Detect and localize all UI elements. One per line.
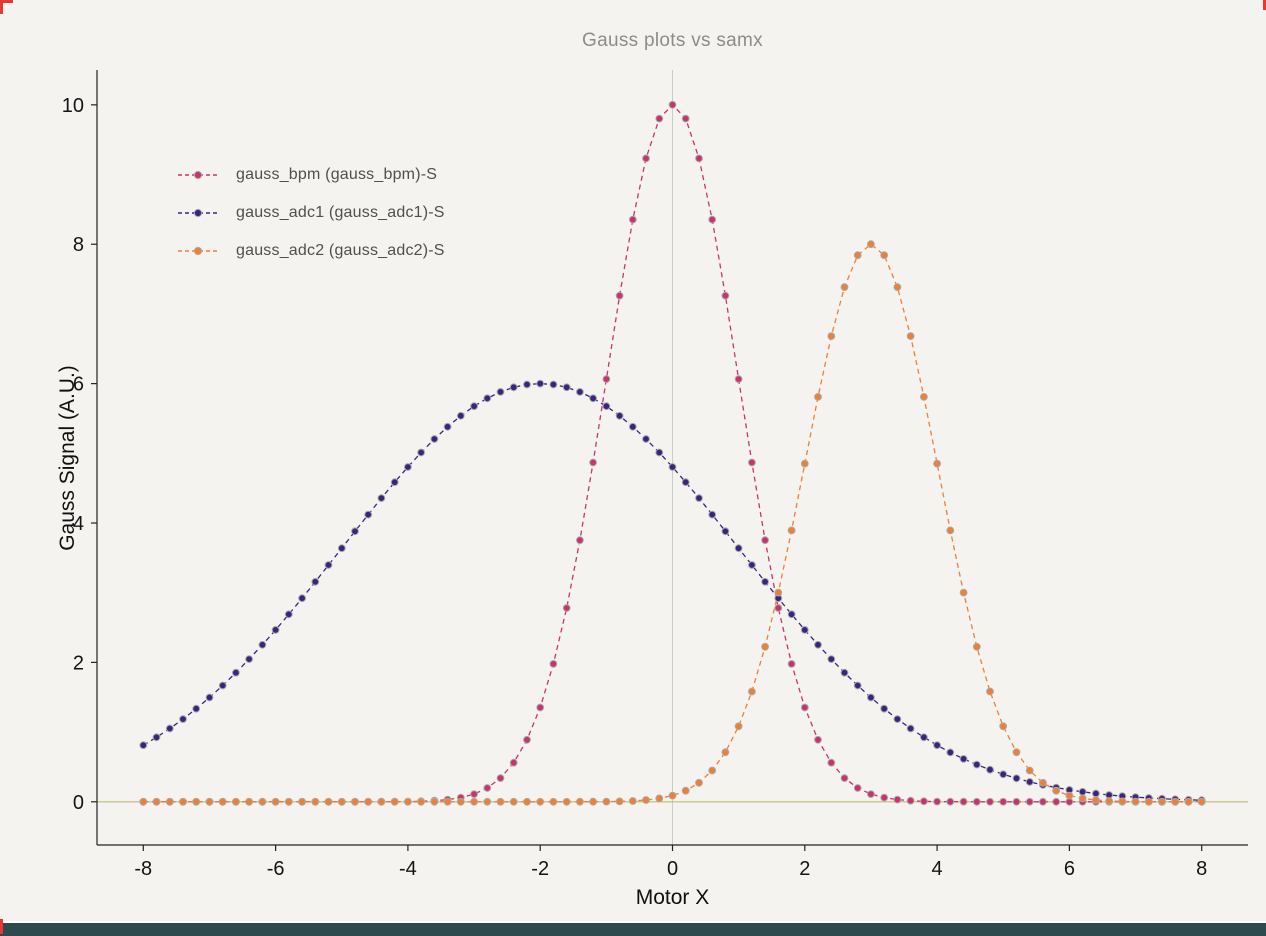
svg-text:0: 0 <box>667 858 678 880</box>
y-axis-label: Gauss Signal (A.U.) <box>56 365 79 551</box>
x-axis-label: Motor X <box>635 886 710 909</box>
selection-accent <box>0 919 3 934</box>
selection-accent <box>0 0 13 3</box>
svg-text:6: 6 <box>73 374 84 396</box>
legend-item-gauss-bpm[interactable]: gauss_bpm (gauss_bpm)-S <box>176 156 445 194</box>
svg-text:-4: -4 <box>399 858 417 880</box>
svg-text:6: 6 <box>1064 858 1075 880</box>
svg-text:-2: -2 <box>531 858 549 880</box>
status-bar <box>0 921 1266 936</box>
legend-item-gauss-adc2[interactable]: gauss_adc2 (gauss_adc2)-S <box>176 232 445 270</box>
svg-text:4: 4 <box>73 513 84 535</box>
legend-marker-icon <box>176 207 220 219</box>
legend-marker-icon <box>176 245 220 257</box>
selection-accent <box>0 0 3 14</box>
svg-text:2: 2 <box>799 858 810 880</box>
svg-text:-6: -6 <box>267 858 285 880</box>
svg-text:8: 8 <box>1196 858 1207 880</box>
svg-text:0: 0 <box>73 792 84 814</box>
legend-item-gauss-adc1[interactable]: gauss_adc1 (gauss_adc1)-S <box>176 194 445 232</box>
legend-marker-icon <box>176 169 220 181</box>
plot-title: Gauss plots vs samx <box>582 30 763 51</box>
selection-accent <box>1263 0 1266 10</box>
svg-text:-8: -8 <box>134 858 152 880</box>
svg-text:4: 4 <box>932 858 943 880</box>
svg-text:8: 8 <box>73 234 84 256</box>
svg-text:10: 10 <box>62 95 84 117</box>
legend-label: gauss_bpm (gauss_bpm)-S <box>236 166 438 183</box>
legend: gauss_bpm (gauss_bpm)-S gauss_adc1 (gaus… <box>176 156 445 270</box>
svg-text:2: 2 <box>73 652 84 674</box>
legend-label: gauss_adc1 (gauss_adc1)-S <box>236 204 445 221</box>
legend-label: gauss_adc2 (gauss_adc2)-S <box>236 242 445 259</box>
